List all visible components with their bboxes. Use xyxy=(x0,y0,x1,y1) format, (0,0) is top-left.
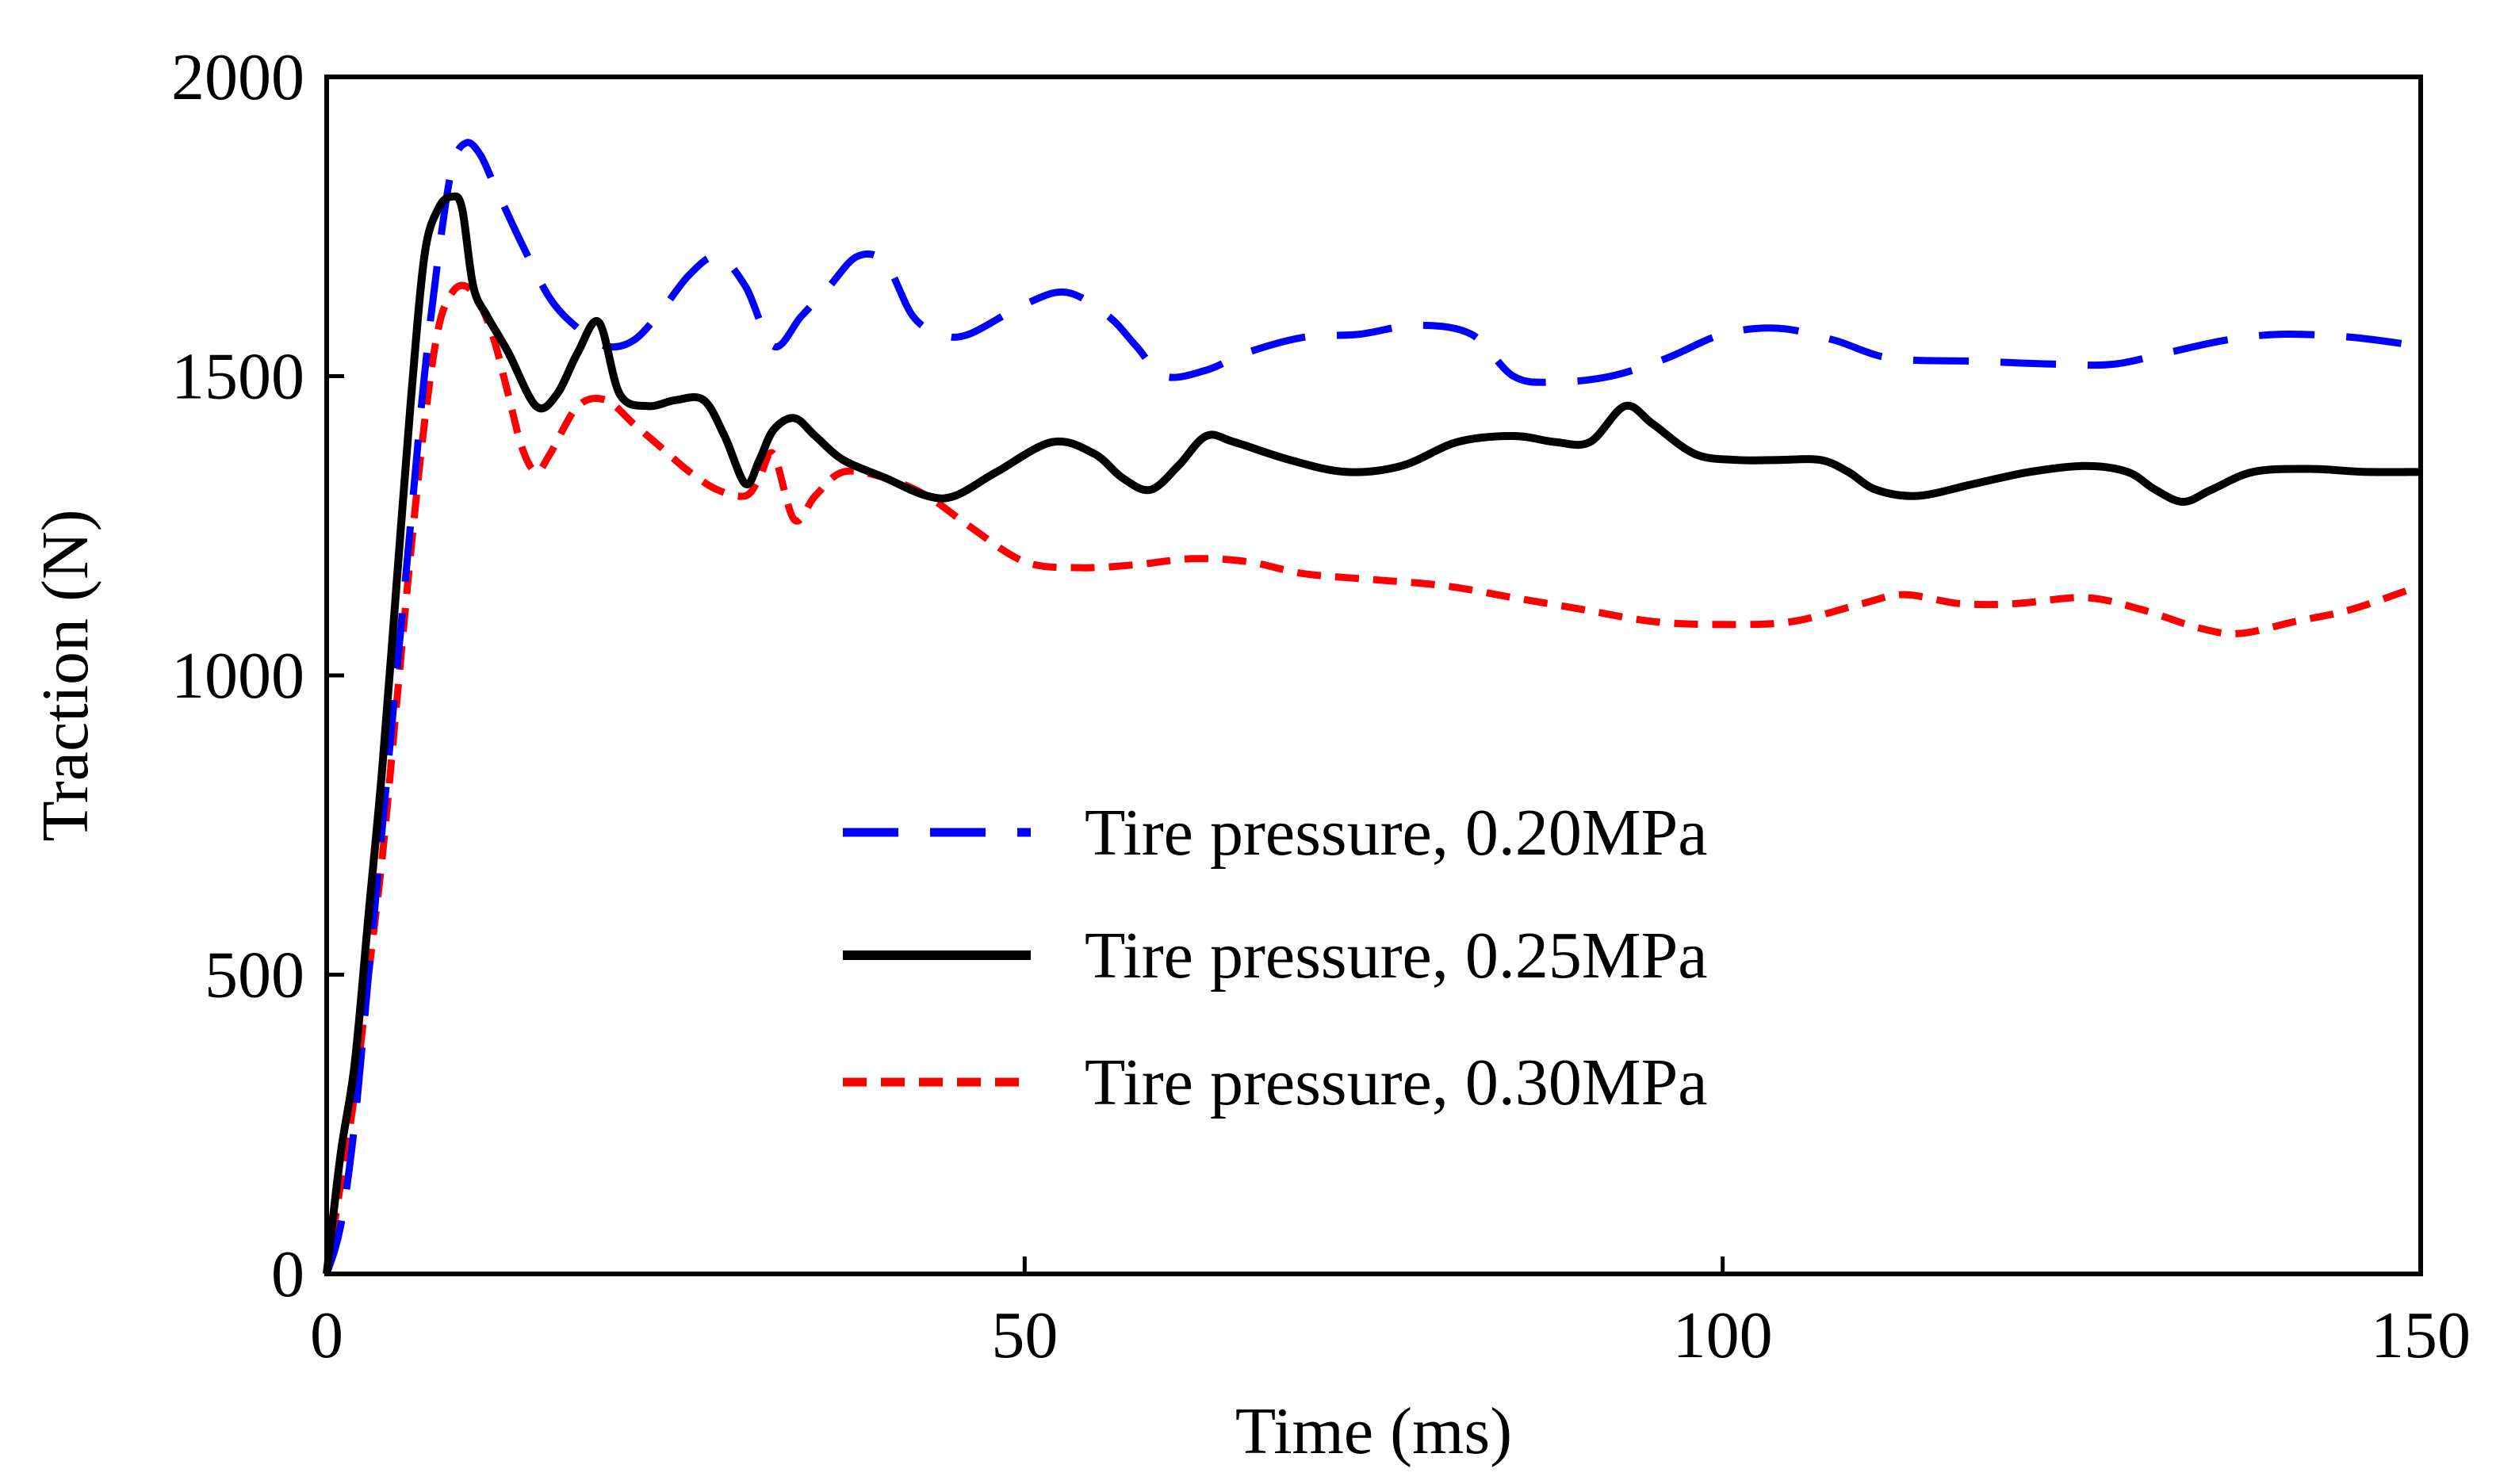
x-tick-label: 50 xyxy=(991,1298,1058,1372)
x-axis-title: Time (ms) xyxy=(1235,1394,1512,1468)
y-tick-label: 1000 xyxy=(171,639,304,713)
y-axis-title: Traction (N) xyxy=(29,509,102,841)
series-layer xyxy=(323,139,2422,1276)
series-line-2 xyxy=(323,192,2421,1275)
x-tick-label: 100 xyxy=(1673,1298,1773,1372)
x-tick-label: 150 xyxy=(2371,1298,2471,1372)
legend-label-3: Tire pressure, 0.30MPa xyxy=(1085,1046,1708,1119)
legend-label-1: Tire pressure, 0.20MPa xyxy=(1085,796,1708,870)
legend-label-2: Tire pressure, 0.25MPa xyxy=(1085,919,1708,993)
y-tick-label: 500 xyxy=(205,939,304,1012)
y-tick-label: 2000 xyxy=(171,40,304,114)
series-line-3 xyxy=(323,281,2422,1275)
x-tick-label: 0 xyxy=(310,1298,343,1372)
y-tick-label: 0 xyxy=(271,1237,304,1311)
series-line-1 xyxy=(323,139,2421,1276)
y-tick-label: 1500 xyxy=(171,340,304,414)
axis-ticks: 0 500 1000 1500 2000 0 50 100 150 xyxy=(171,40,2471,1372)
legend: Tire pressure, 0.20MPa Tire pressure, 0.2… xyxy=(843,796,1708,1119)
